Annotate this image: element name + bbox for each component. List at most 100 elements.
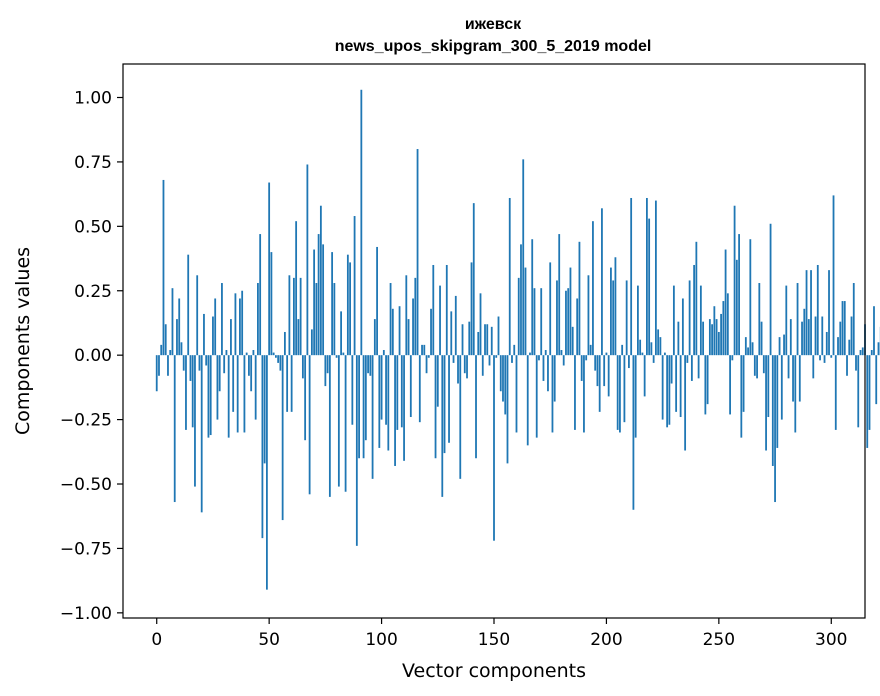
bar xyxy=(236,355,239,433)
bar xyxy=(288,275,291,356)
bar xyxy=(227,355,230,438)
bar xyxy=(605,352,608,356)
y-tick-label: −1.00 xyxy=(60,604,112,624)
bar xyxy=(466,355,468,379)
bar xyxy=(601,208,603,356)
bar xyxy=(259,234,262,356)
bar xyxy=(821,316,824,356)
bars-group xyxy=(155,89,880,590)
bar xyxy=(742,355,745,412)
bar xyxy=(493,355,495,541)
bar xyxy=(621,344,624,356)
bar xyxy=(654,200,657,356)
bar xyxy=(522,159,525,356)
bar xyxy=(547,355,549,392)
y-tick-label: 0.50 xyxy=(74,217,112,237)
y-tick-label: 0.00 xyxy=(74,346,112,366)
bar xyxy=(789,319,792,356)
bar xyxy=(463,355,466,374)
bar xyxy=(659,337,662,356)
bar xyxy=(421,344,423,356)
bar xyxy=(479,293,482,356)
bar xyxy=(614,257,617,356)
bar xyxy=(751,342,754,356)
bar xyxy=(391,308,394,356)
bar xyxy=(679,355,682,418)
x-tick-label: 150 xyxy=(478,630,510,650)
bar xyxy=(873,306,875,356)
bar xyxy=(241,290,244,356)
bar xyxy=(677,321,680,356)
bar xyxy=(441,355,444,497)
bar xyxy=(283,331,286,356)
bar xyxy=(850,316,853,356)
bar xyxy=(839,321,842,356)
x-axis-title: Vector components xyxy=(402,660,586,682)
bar xyxy=(248,355,250,376)
bar xyxy=(292,277,295,356)
bar xyxy=(502,355,504,402)
bar xyxy=(358,355,360,459)
bar xyxy=(771,355,774,466)
bar xyxy=(317,234,320,356)
bar xyxy=(158,355,160,376)
bar xyxy=(852,283,855,356)
x-axis-ticks: 0 50 100 150 200 250 300 xyxy=(151,618,847,650)
bar xyxy=(832,195,835,356)
bar xyxy=(524,267,527,356)
bar xyxy=(801,321,803,356)
bar xyxy=(726,293,729,356)
bar xyxy=(506,355,509,464)
bar xyxy=(250,355,253,392)
bar xyxy=(589,344,592,356)
y-axis-title: Components values xyxy=(12,247,34,435)
bar xyxy=(616,355,619,430)
bar xyxy=(565,290,567,356)
x-tick-label: 100 xyxy=(365,630,397,650)
bar xyxy=(189,355,192,381)
bar xyxy=(744,337,747,356)
x-tick-label: 200 xyxy=(590,630,622,650)
bar xyxy=(684,355,687,451)
bar xyxy=(765,355,767,451)
bar xyxy=(400,355,403,428)
bar xyxy=(846,355,848,376)
bar xyxy=(798,355,801,402)
bar xyxy=(346,254,349,356)
bar xyxy=(169,350,172,356)
bar xyxy=(196,275,199,356)
bar xyxy=(837,337,839,356)
bar xyxy=(520,244,522,356)
bar xyxy=(299,277,302,356)
bar xyxy=(549,262,552,356)
bar xyxy=(171,288,174,356)
bar xyxy=(418,355,421,423)
bar xyxy=(578,241,581,356)
bar xyxy=(735,259,738,356)
bar xyxy=(567,288,570,356)
bar xyxy=(868,355,871,430)
bar xyxy=(475,355,477,459)
bar xyxy=(812,355,815,379)
bar xyxy=(344,355,347,492)
bar xyxy=(445,264,448,356)
bar xyxy=(232,355,235,412)
bar xyxy=(369,355,372,376)
bar xyxy=(780,355,783,420)
bar xyxy=(333,283,336,356)
bar xyxy=(787,355,790,379)
y-axis-ticks: −1.00 −0.75 −0.50 −0.25 0.00 0.25 0.50 0.75 1.00 xyxy=(60,88,123,624)
y-tick-label: 1.00 xyxy=(74,88,112,108)
bar xyxy=(432,264,435,356)
bar xyxy=(628,355,630,369)
bar xyxy=(452,355,455,363)
bar xyxy=(257,283,259,356)
bar xyxy=(223,355,226,374)
bar xyxy=(362,355,365,459)
bar xyxy=(866,355,869,448)
bar xyxy=(205,355,208,366)
bar xyxy=(301,355,304,379)
bar xyxy=(574,355,576,430)
bar xyxy=(470,262,473,356)
bar xyxy=(639,339,642,356)
